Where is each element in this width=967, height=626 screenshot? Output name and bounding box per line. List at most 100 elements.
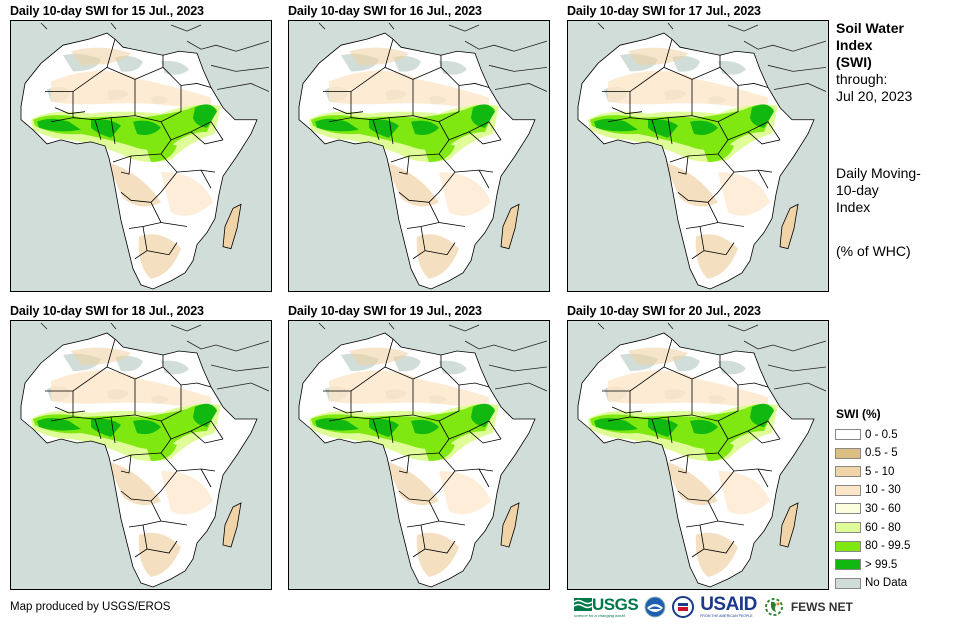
wet-area bbox=[37, 418, 81, 431]
country-border bbox=[72, 115, 136, 121]
dry-area bbox=[349, 347, 409, 365]
dry-area bbox=[51, 370, 211, 411]
panel-title-1: Daily 10-day SWI for 15 Jul., 2023 bbox=[10, 4, 204, 18]
country-border bbox=[412, 548, 426, 558]
dry-area bbox=[107, 162, 161, 207]
wet-area bbox=[311, 404, 495, 449]
coastline-outside bbox=[494, 83, 548, 92]
usaid-tagline: FROM THE AMERICAN PEOPLE bbox=[700, 614, 753, 618]
country-border bbox=[72, 414, 136, 420]
country-border bbox=[142, 524, 178, 554]
country-border bbox=[94, 119, 102, 140]
country-border bbox=[691, 548, 705, 558]
country-border bbox=[134, 85, 182, 123]
coastline-outside bbox=[40, 22, 48, 30]
country-border bbox=[112, 139, 172, 163]
country-border bbox=[420, 524, 456, 554]
legend-item: 0.5 - 5 bbox=[835, 447, 898, 460]
wet-area bbox=[145, 441, 177, 461]
country-border bbox=[438, 121, 502, 145]
logo-bar: USGS science for a changing world USAID … bbox=[574, 595, 853, 619]
dry-area bbox=[439, 471, 491, 515]
country-border bbox=[142, 226, 178, 256]
wet-area bbox=[193, 104, 217, 128]
credit-text: Map produced by USGS/EROS bbox=[10, 601, 171, 613]
wet-area bbox=[690, 419, 718, 435]
swi-layer bbox=[588, 347, 794, 577]
dry-area bbox=[385, 461, 439, 506]
noaa-logo-icon bbox=[644, 596, 666, 618]
coastline-outside bbox=[488, 364, 548, 372]
continent-land bbox=[299, 33, 535, 289]
wet-area bbox=[702, 441, 734, 461]
country-border bbox=[332, 107, 364, 115]
madagascar bbox=[222, 203, 242, 250]
usgs-tagline: science for a changing world bbox=[574, 612, 625, 618]
legend-label: No Data bbox=[865, 577, 908, 590]
country-border bbox=[440, 67, 490, 88]
description-block: Daily Moving- 10-day Index bbox=[836, 165, 921, 216]
wet-area bbox=[411, 419, 439, 435]
wet-area bbox=[750, 104, 774, 128]
country-border bbox=[667, 117, 673, 144]
coastline-outside bbox=[488, 64, 548, 72]
coastline-outside bbox=[210, 364, 270, 372]
country-border bbox=[669, 139, 729, 163]
legend-label: 60 - 80 bbox=[865, 521, 901, 534]
dry-area bbox=[71, 47, 131, 66]
country-border bbox=[332, 406, 364, 414]
dry-area bbox=[718, 172, 770, 216]
country-border bbox=[438, 153, 494, 173]
dry-area bbox=[349, 47, 409, 66]
country-border bbox=[160, 452, 216, 472]
country-border bbox=[747, 420, 781, 440]
country-border bbox=[629, 115, 693, 121]
dry-area bbox=[51, 70, 211, 112]
country-border bbox=[160, 153, 216, 173]
dry-area bbox=[161, 471, 213, 515]
country-border bbox=[438, 452, 494, 472]
wet-area bbox=[594, 418, 638, 431]
country-border bbox=[699, 226, 735, 256]
country-border bbox=[200, 468, 212, 488]
madagascar bbox=[779, 203, 799, 250]
coastline-outside bbox=[773, 382, 827, 392]
no-data-area bbox=[439, 60, 467, 75]
no-data-area bbox=[672, 55, 700, 72]
no-data-area bbox=[115, 55, 143, 72]
description-line: Daily Moving- bbox=[836, 165, 921, 181]
map-panel-3 bbox=[567, 20, 829, 292]
panel-title-3: Daily 10-day SWI for 17 Jul., 2023 bbox=[567, 4, 761, 18]
index-title-line: (SWI) bbox=[836, 54, 872, 70]
dry-area bbox=[628, 347, 688, 365]
country-border bbox=[440, 366, 490, 388]
panel-title-6: Daily 10-day SWI for 20 Jul., 2023 bbox=[567, 304, 761, 318]
continent-land bbox=[299, 333, 535, 587]
wet-area bbox=[590, 104, 774, 150]
coastline-outside bbox=[40, 322, 48, 330]
dry-area bbox=[385, 162, 439, 207]
wet-area bbox=[471, 104, 495, 128]
country-border bbox=[390, 139, 450, 163]
wet-area bbox=[750, 403, 774, 427]
country-border bbox=[323, 338, 394, 392]
legend-item: 10 - 30 bbox=[835, 484, 901, 497]
country-border bbox=[54, 406, 86, 414]
wet-area bbox=[690, 120, 718, 135]
madagascar bbox=[222, 502, 242, 548]
wet-area bbox=[423, 142, 455, 163]
dry-area bbox=[439, 172, 491, 216]
wet-area bbox=[594, 118, 638, 132]
legend-label: 10 - 30 bbox=[865, 484, 901, 497]
country-border bbox=[719, 366, 769, 388]
no-data-area bbox=[718, 60, 746, 75]
no-data-area bbox=[393, 55, 421, 72]
country-border bbox=[412, 85, 460, 123]
country-border bbox=[691, 250, 705, 260]
wet-area bbox=[315, 118, 359, 132]
coastline-outside bbox=[388, 322, 395, 330]
dry-area bbox=[664, 461, 718, 506]
africa-map bbox=[298, 322, 548, 588]
country-border bbox=[478, 169, 490, 189]
dry-area bbox=[107, 461, 161, 506]
